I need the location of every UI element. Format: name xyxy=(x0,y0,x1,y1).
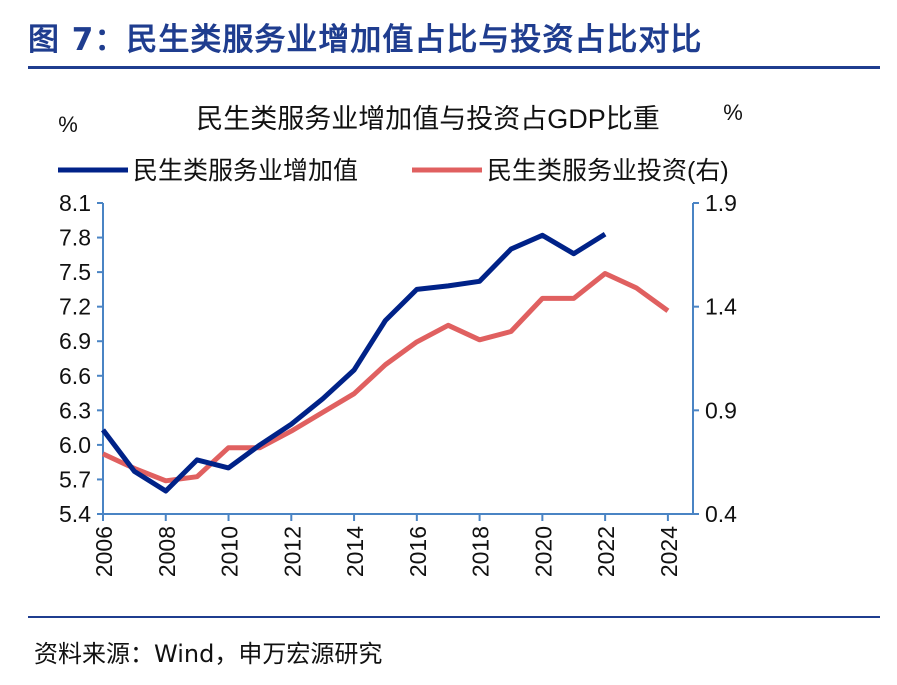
title-divider xyxy=(28,66,880,69)
left-y-axis: 8.1 7.8 7.5 7.2 6.9 6.6 6.3 6.0 5.7 5.4 xyxy=(59,190,104,527)
left-tick-label: 6.9 xyxy=(59,328,91,354)
chart-title: 民生类服务业增加值与投资占GDP比重 xyxy=(196,104,660,134)
figure-title: 图 7：民生类服务业增加值占比与投资占比对比 xyxy=(28,22,703,58)
legend-label-investment: 民生类服务业投资(右) xyxy=(487,157,729,185)
right-tick-label: 0.4 xyxy=(705,501,737,527)
left-tick-label: 6.0 xyxy=(59,432,91,458)
right-tick-label: 1.4 xyxy=(705,294,737,320)
x-tick-label: 2022 xyxy=(593,526,619,577)
x-tick-label: 2014 xyxy=(342,526,368,577)
right-tick-label: 0.9 xyxy=(705,397,737,423)
x-tick-label: 2024 xyxy=(656,526,682,577)
left-tick-label: 5.7 xyxy=(59,466,91,492)
x-tick-label: 2012 xyxy=(279,526,305,577)
x-tick-label: 2008 xyxy=(154,526,180,577)
left-tick-label: 7.2 xyxy=(59,294,91,320)
right-y-axis: 1.9 1.4 0.9 0.4 xyxy=(692,190,737,527)
left-tick-label: 5.4 xyxy=(59,501,91,527)
left-tick-label: 7.5 xyxy=(59,259,91,285)
legend-label-value-added: 民生类服务业增加值 xyxy=(133,157,358,185)
left-tick-label: 8.1 xyxy=(59,190,91,216)
x-axis: 2006 2008 2010 2012 2014 2016 2018 2020 2022 2024 xyxy=(91,513,693,577)
x-tick-label: 2006 xyxy=(91,526,117,577)
dual-axis-line-chart: % 民生类服务业增加值与投资占GDP比重 % 民生类服务业增加值 民生类服务业投… xyxy=(58,100,743,577)
source-note: 资料来源：Wind，申万宏源研究 xyxy=(34,640,383,668)
x-tick-label: 2010 xyxy=(217,526,243,577)
right-axis-unit: % xyxy=(723,100,743,125)
source-divider xyxy=(28,616,880,618)
x-tick-label: 2018 xyxy=(468,526,494,577)
x-tick-label: 2020 xyxy=(530,526,556,577)
left-tick-label: 6.3 xyxy=(59,397,91,423)
series-line-value-added xyxy=(101,231,607,494)
left-axis-unit: % xyxy=(58,112,78,137)
series-line-investment xyxy=(101,271,670,484)
left-tick-label: 7.8 xyxy=(59,225,91,251)
legend: 民生类服务业增加值 民生类服务业投资(右) xyxy=(58,157,729,185)
left-tick-label: 6.6 xyxy=(59,363,91,389)
plot-area xyxy=(101,231,670,494)
x-tick-label: 2016 xyxy=(405,526,431,577)
right-tick-label: 1.9 xyxy=(705,190,737,216)
